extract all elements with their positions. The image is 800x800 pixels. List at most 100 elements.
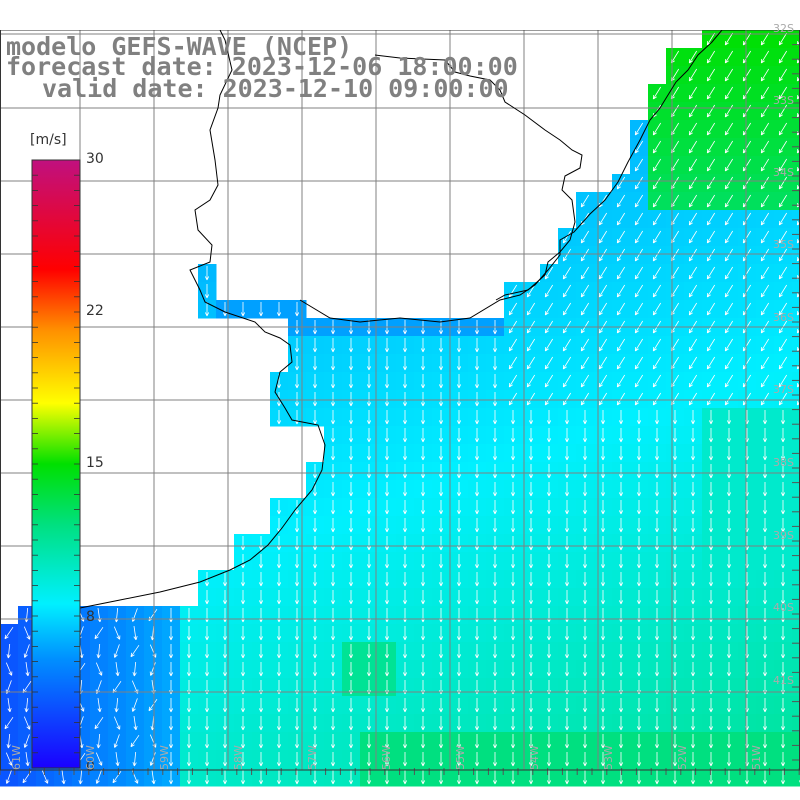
wind-arrow — [474, 500, 480, 515]
wind-arrow — [672, 428, 678, 443]
wind-arrow — [672, 662, 678, 677]
wind-arrow — [778, 266, 788, 280]
wind-arrow — [384, 734, 390, 749]
wind-arrow — [456, 464, 462, 479]
wind-arrow — [330, 590, 336, 605]
wind-arrow — [636, 644, 642, 659]
wind-arrow — [688, 248, 698, 262]
wind-arrow — [23, 734, 30, 748]
wind-arrow — [582, 734, 588, 749]
wind-arrow — [508, 338, 518, 352]
wind-arrow — [726, 464, 732, 479]
wind-arrow — [132, 751, 137, 767]
wind-arrow — [726, 770, 732, 785]
wind-arrow — [780, 734, 786, 749]
wind-arrow — [474, 374, 480, 389]
wind-arrow — [762, 644, 768, 659]
wind-arrow — [688, 158, 698, 172]
wind-arrow — [492, 572, 498, 587]
wind-arrow — [688, 284, 698, 298]
wind-arrow — [366, 338, 372, 353]
wind-arrow — [760, 248, 770, 262]
wind-arrow — [708, 500, 714, 515]
wind-arrow — [708, 734, 714, 749]
wind-arrow — [168, 770, 174, 785]
wind-arrow — [780, 536, 786, 551]
wind-arrow — [690, 518, 696, 533]
wind-arrow — [724, 212, 734, 226]
wind-arrow — [564, 518, 570, 533]
wind-arrow — [726, 518, 732, 533]
wind-arrow — [312, 356, 318, 371]
wind-arrow — [600, 572, 606, 587]
wind-arrow — [652, 392, 662, 406]
wind-arrow — [4, 626, 14, 640]
wind-arrow — [312, 554, 318, 569]
wind-arrow — [348, 662, 354, 677]
wind-arrow — [600, 446, 606, 461]
wind-arrow — [312, 752, 318, 767]
wind-arrow — [544, 356, 554, 370]
wind-arrow — [402, 590, 408, 605]
wind-arrow — [546, 536, 552, 551]
wind-arrow — [510, 626, 516, 641]
wind-arrow — [384, 374, 390, 389]
wind-arrow — [510, 518, 516, 533]
wind-arrow — [312, 734, 318, 749]
wind-arrow — [294, 518, 300, 533]
wind-arrow — [762, 482, 768, 497]
wind-arrow — [348, 338, 354, 353]
wind-arrow — [582, 446, 588, 461]
wind-arrow — [598, 284, 608, 298]
wind-arrow — [420, 338, 426, 353]
wind-arrow — [438, 374, 444, 389]
wind-arrow — [204, 644, 210, 659]
wind-arrow — [6, 643, 11, 659]
ocean-cell — [792, 66, 800, 85]
wind-arrow — [294, 356, 300, 371]
wind-arrow — [222, 644, 228, 659]
lat-lon-grid — [0, 29, 800, 775]
ocean-cell — [792, 30, 800, 49]
wind-arrow — [456, 338, 462, 353]
wind-arrow — [778, 176, 788, 190]
wind-arrow — [438, 464, 444, 479]
wind-arrow — [778, 284, 788, 298]
wind-arrow — [762, 500, 768, 515]
wind-arrow — [97, 698, 102, 713]
wind-arrow — [654, 464, 660, 479]
wind-arrow — [474, 698, 480, 713]
wind-arrow — [778, 302, 788, 316]
wind-arrow — [672, 482, 678, 497]
wind-arrow — [616, 248, 626, 262]
wind-arrow — [276, 500, 282, 515]
wind-arrow — [724, 248, 734, 262]
wind-arrow — [582, 536, 588, 551]
wind-arrow — [492, 500, 498, 515]
wind-arrow — [652, 194, 662, 208]
wind-arrow — [348, 590, 354, 605]
wind-arrow — [348, 752, 354, 767]
wind-arrow — [95, 662, 103, 676]
wind-arrow — [726, 752, 732, 767]
wind-arrow — [474, 428, 480, 443]
wind-arrow — [564, 464, 570, 479]
wind-arrow — [508, 302, 518, 316]
wind-arrow — [724, 50, 734, 64]
wind-arrow — [780, 446, 786, 461]
wind-arrow — [654, 644, 660, 659]
wind-arrow — [438, 356, 444, 371]
wind-arrow — [456, 428, 462, 443]
wind-arrow — [636, 716, 642, 731]
wind-arrow — [600, 590, 606, 605]
wind-arrow — [330, 536, 336, 551]
wind-arrow — [760, 284, 770, 298]
ocean-cell — [792, 282, 800, 301]
wind-arrow — [708, 446, 714, 461]
wind-arrow — [636, 482, 642, 497]
lon-label: 61W — [10, 745, 23, 770]
wind-arrow — [492, 374, 498, 389]
wind-arrow — [780, 662, 786, 677]
wind-arrow — [526, 356, 536, 370]
wind-arrow — [330, 572, 336, 587]
